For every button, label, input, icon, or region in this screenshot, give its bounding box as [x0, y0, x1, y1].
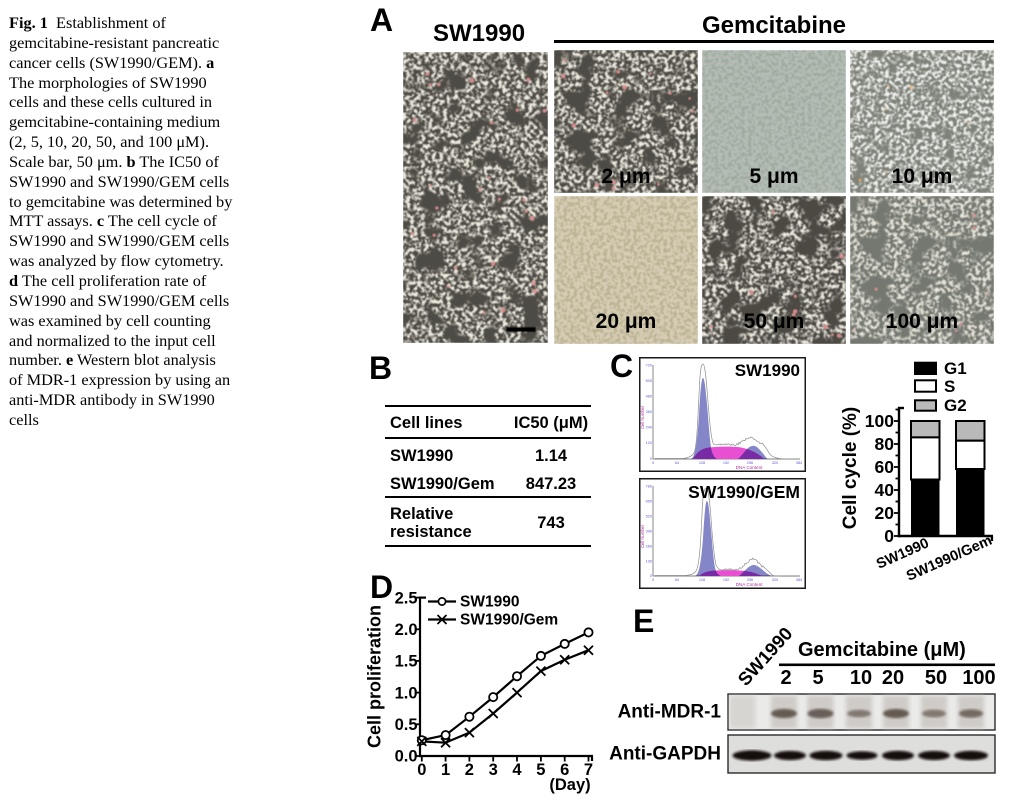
svg-text:100: 100 [962, 667, 995, 689]
svg-text:192: 192 [723, 578, 729, 582]
svg-text:390: 390 [646, 530, 652, 534]
svg-text:384: 384 [796, 461, 802, 465]
svg-text:0: 0 [650, 457, 652, 461]
svg-text:0.0: 0.0 [395, 748, 418, 766]
svg-text:(Day): (Day) [549, 776, 590, 794]
svg-text:60: 60 [875, 457, 895, 477]
svg-text:256: 256 [747, 461, 753, 465]
svg-text:0: 0 [650, 574, 652, 578]
svg-text:1.5: 1.5 [395, 653, 418, 671]
svg-text:6: 6 [560, 761, 569, 779]
svg-text:0.5: 0.5 [395, 716, 418, 734]
svg-text:Anti-MDR-1: Anti-MDR-1 [618, 702, 722, 723]
svg-text:128: 128 [699, 461, 705, 465]
svg-text:Anti-GAPDH: Anti-GAPDH [609, 744, 721, 765]
svg-text:80: 80 [875, 434, 895, 454]
svg-text:7: 7 [584, 761, 593, 779]
svg-text:192: 192 [723, 461, 729, 465]
svg-text:780: 780 [646, 485, 652, 489]
svg-text:320: 320 [772, 578, 778, 582]
svg-text:384: 384 [796, 578, 802, 582]
svg-text:64: 64 [675, 578, 679, 582]
svg-text:20: 20 [882, 667, 904, 689]
svg-text:1: 1 [441, 761, 450, 779]
svg-text:2: 2 [780, 667, 791, 689]
svg-text:Cell Number: Cell Number [640, 405, 645, 429]
svg-text:2: 2 [465, 761, 474, 779]
svg-text:DNA Content: DNA Content [736, 582, 764, 587]
svg-text:G2: G2 [944, 396, 967, 415]
svg-text:5: 5 [812, 667, 823, 689]
svg-text:10: 10 [850, 667, 872, 689]
svg-text:SW1990: SW1990 [735, 361, 800, 380]
svg-text:650: 650 [646, 500, 652, 504]
svg-text:40: 40 [875, 480, 895, 500]
svg-text:100: 100 [865, 411, 894, 431]
svg-text:128: 128 [699, 578, 705, 582]
svg-text:320: 320 [772, 461, 778, 465]
svg-text:SW1990/Gem: SW1990/Gem [460, 612, 558, 629]
svg-text:Cell proliferation: Cell proliferation [365, 605, 385, 748]
svg-text:256: 256 [747, 578, 753, 582]
svg-text:Gemcitabine (μM): Gemcitabine (μM) [798, 639, 966, 661]
svg-text:720: 720 [646, 364, 652, 368]
svg-text:1.0: 1.0 [395, 684, 418, 702]
svg-text:5: 5 [536, 761, 545, 779]
svg-text:0: 0 [652, 461, 654, 465]
svg-text:DNA Content: DNA Content [736, 465, 764, 470]
svg-text:4: 4 [512, 761, 522, 779]
svg-text:20: 20 [875, 503, 895, 523]
svg-text:S: S [944, 377, 955, 396]
svg-text:480: 480 [646, 395, 652, 399]
svg-text:G1: G1 [944, 359, 967, 378]
svg-text:64: 64 [675, 461, 679, 465]
svg-text:120: 120 [646, 441, 652, 445]
svg-text:SW1990: SW1990 [460, 594, 519, 611]
svg-text:50: 50 [925, 667, 947, 689]
svg-text:130: 130 [646, 560, 652, 564]
svg-text:0: 0 [884, 526, 894, 546]
svg-text:600: 600 [646, 379, 652, 383]
svg-text:0: 0 [652, 578, 654, 582]
svg-text:Cell Number: Cell Number [640, 524, 645, 548]
svg-text:2.0: 2.0 [395, 621, 418, 639]
svg-text:SW1990/GEM: SW1990/GEM [688, 482, 800, 502]
svg-text:3: 3 [489, 761, 498, 779]
svg-text:260: 260 [646, 545, 652, 549]
svg-text:2.5: 2.5 [395, 589, 418, 607]
svg-text:Cell cycle (%): Cell cycle (%) [840, 407, 861, 530]
svg-text:240: 240 [646, 426, 652, 430]
svg-text:0: 0 [417, 761, 426, 779]
svg-text:520: 520 [646, 515, 652, 519]
svg-text:360: 360 [646, 410, 652, 414]
